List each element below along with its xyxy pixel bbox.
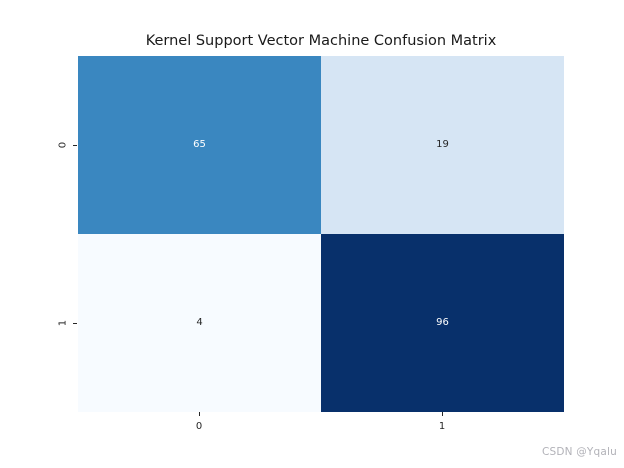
x-tick-label-1: 1 (438, 421, 446, 432)
y-tick-mark-0 (73, 145, 77, 146)
y-tick-label-0: 0 (57, 141, 69, 149)
y-tick-label-1: 1 (57, 319, 69, 327)
cell-value: 4 (196, 317, 203, 328)
chart-title: Kernel Support Vector Machine Confusion … (145, 33, 497, 49)
heatmap-cell-true1-pred1: 96 (321, 234, 564, 412)
csdn-watermark: CSDN @Yqalu (541, 446, 617, 458)
cell-value: 19 (436, 139, 449, 150)
cell-value: 96 (436, 317, 449, 328)
x-tick-mark-0 (199, 412, 200, 416)
heatmap-cell-true1-pred0: 4 (78, 234, 321, 412)
heatmap-cell-true0-pred0: 65 (78, 56, 321, 234)
heatmap-cell-true0-pred1: 19 (321, 56, 564, 234)
heatmap-grid: 65 19 4 96 (78, 56, 564, 412)
cell-value: 65 (193, 139, 206, 150)
x-tick-label-0: 0 (195, 421, 203, 432)
x-tick-mark-1 (442, 412, 443, 416)
y-tick-mark-1 (73, 323, 77, 324)
